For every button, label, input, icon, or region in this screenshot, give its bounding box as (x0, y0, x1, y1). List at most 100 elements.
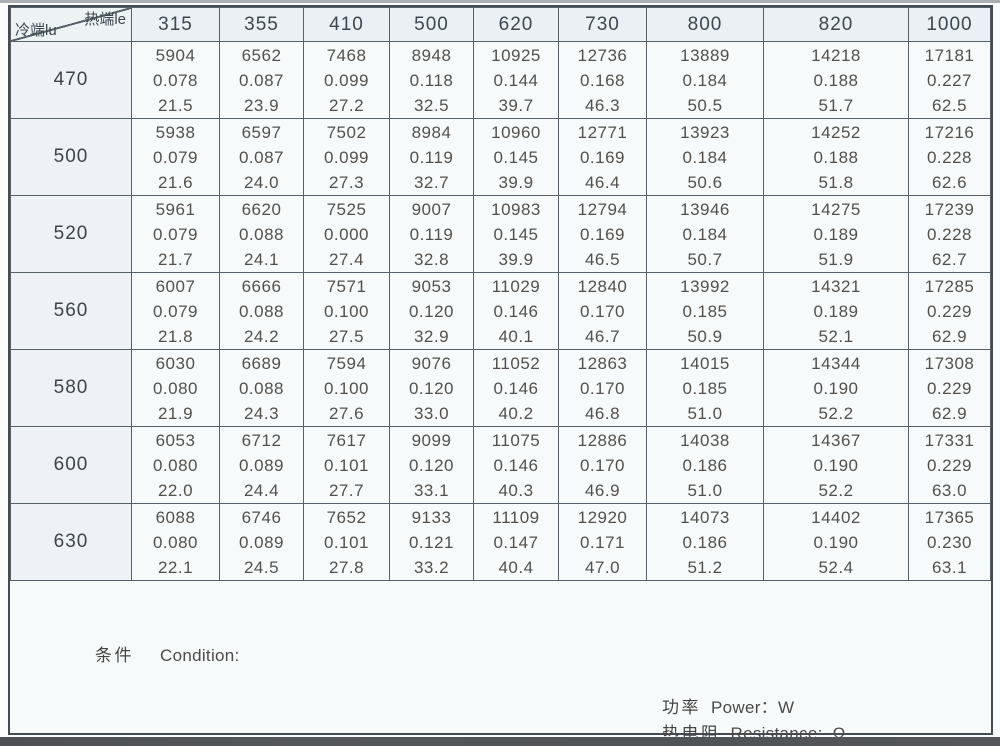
table-row: 630 6088 0.080 22.1 6746 0.089 24.5 7652 0.101 27… (10, 503, 991, 581)
spec-table-sheet: 热端le 冷端lu 315 355 410 500 620 730 800 820 1000 4… (8, 5, 993, 743)
voltage-value: 23.9 (243, 95, 280, 115)
power-value: 6746 (241, 507, 282, 527)
power-value: 14344 (811, 353, 861, 373)
resistance-value: 0.186 (682, 532, 728, 552)
voltage-value: 39.9 (498, 249, 534, 269)
table-body: 470 5904 0.078 21.5 6562 0.087 23.9 7468 0.099 27… (10, 41, 991, 581)
resistance-value: 0.147 (493, 532, 539, 552)
voltage-value: 47.0 (584, 557, 621, 577)
resistance-value: 0.079 (152, 301, 199, 321)
voltage-value: 50.5 (687, 95, 723, 115)
data-cell: 12794 0.169 46.5 (558, 195, 647, 273)
power-value: 13889 (680, 45, 730, 65)
data-cell: 12736 0.168 46.3 (558, 41, 647, 119)
power-value: 7468 (326, 45, 367, 65)
power-value: 12794 (577, 199, 628, 219)
data-cell: 9076 0.120 33.0 (389, 349, 474, 427)
data-cell: 12886 0.170 46.9 (558, 426, 647, 504)
data-cell: 9007 0.119 32.8 (389, 195, 474, 273)
resistance-value: 0.229 (926, 301, 973, 321)
voltage-value: 46.3 (584, 95, 621, 115)
voltage-value: 62.9 (931, 326, 968, 346)
resistance-value: 0.168 (579, 70, 626, 90)
data-cell: 14015 0.185 51.0 (646, 349, 764, 427)
resistance-value: 0.189 (813, 301, 859, 321)
data-cell: 17216 0.228 62.6 (908, 118, 991, 196)
data-cell: 9133 0.121 33.2 (389, 503, 474, 581)
power-value: 6053 (155, 430, 196, 450)
power-value: 14402 (811, 507, 861, 527)
data-cell: 17331 0.229 63.0 (908, 426, 991, 504)
resistance-value: 0.089 (238, 455, 285, 475)
data-cell: 7594 0.100 27.6 (303, 349, 390, 427)
data-cell: 6620 0.088 24.1 (219, 195, 304, 273)
resistance-value: 0.101 (323, 532, 370, 552)
voltage-value: 22.1 (157, 557, 194, 577)
voltage-value: 32.5 (413, 95, 450, 115)
voltage-value: 32.7 (413, 172, 450, 192)
resistance-value: 0.145 (493, 224, 539, 244)
resistance-value: 0.185 (682, 378, 728, 398)
power-value: 17239 (924, 199, 975, 219)
data-cell: 6666 0.088 24.2 (219, 272, 304, 350)
power-value: 17216 (924, 122, 975, 142)
column-header-315: 315 (131, 7, 220, 42)
voltage-value: 27.5 (328, 326, 365, 346)
voltage-value: 32.9 (413, 326, 450, 346)
data-cell: 8948 0.118 32.5 (389, 41, 474, 119)
voltage-value: 27.3 (328, 172, 365, 192)
data-cell: 10960 0.145 39.9 (473, 118, 559, 196)
voltage-value: 40.1 (498, 326, 534, 346)
row-label: 600 (10, 426, 132, 504)
voltage-value: 21.5 (157, 95, 194, 115)
data-cell: 7468 0.099 27.2 (303, 41, 390, 119)
resistance-value: 0.088 (238, 378, 285, 398)
resistance-value: 0.186 (682, 455, 728, 475)
data-cell: 17365 0.230 63.1 (908, 503, 991, 581)
voltage-value: 51.7 (818, 95, 854, 115)
resistance-value: 0.000 (323, 224, 370, 244)
voltage-value: 40.3 (498, 480, 534, 500)
scan-top-edge (0, 0, 1000, 3)
data-cell: 11029 0.146 40.1 (473, 272, 559, 350)
power-value: 13992 (680, 276, 730, 296)
power-value: 11075 (491, 430, 541, 450)
data-cell: 14038 0.186 51.0 (646, 426, 764, 504)
data-cell: 6007 0.079 21.8 (131, 272, 220, 350)
column-header-820: 820 (763, 7, 909, 42)
power-value: 12736 (577, 45, 628, 65)
voltage-value: 27.8 (328, 557, 365, 577)
data-cell: 7652 0.101 27.8 (303, 503, 390, 581)
cold-end-label: 冷端lu (15, 22, 57, 39)
resistance-value: 0.088 (238, 301, 285, 321)
voltage-value: 33.1 (413, 480, 450, 500)
data-cell: 17239 0.228 62.7 (908, 195, 991, 273)
data-cell: 11109 0.147 40.4 (473, 503, 559, 581)
data-cell: 14252 0.188 51.8 (763, 118, 909, 196)
column-header-620: 620 (473, 7, 559, 42)
data-cell: 13923 0.184 50.6 (646, 118, 764, 196)
data-cell: 6053 0.080 22.0 (131, 426, 220, 504)
data-cell: 11075 0.146 40.3 (473, 426, 559, 504)
power-value: 12771 (577, 122, 628, 142)
resistance-value: 0.184 (682, 70, 728, 90)
resistance-value: 0.120 (408, 378, 455, 398)
data-cell: 11052 0.146 40.2 (473, 349, 559, 427)
header-row: 热端le 冷端lu 315 355 410 500 620 730 800 820 1000 (10, 7, 991, 42)
resistance-value: 0.087 (238, 70, 285, 90)
power-value: 11029 (491, 276, 541, 296)
data-cell: 17308 0.229 62.9 (908, 349, 991, 427)
resistance-value: 0.100 (323, 301, 370, 321)
resistance-value: 0.170 (579, 455, 626, 475)
data-cell: 7571 0.100 27.5 (303, 272, 390, 350)
data-cell: 14073 0.186 51.2 (646, 503, 764, 581)
resistance-value: 0.120 (408, 455, 455, 475)
data-cell: 7502 0.099 27.3 (303, 118, 390, 196)
table-row: 560 6007 0.079 21.8 6666 0.088 24.2 7571 0.100 27… (10, 272, 991, 350)
resistance-value: 0.185 (682, 301, 728, 321)
row-label: 470 (10, 41, 132, 119)
resistance-value: 0.078 (152, 70, 199, 90)
data-cell: 9099 0.120 33.1 (389, 426, 474, 504)
data-cell: 13889 0.184 50.5 (646, 41, 764, 119)
